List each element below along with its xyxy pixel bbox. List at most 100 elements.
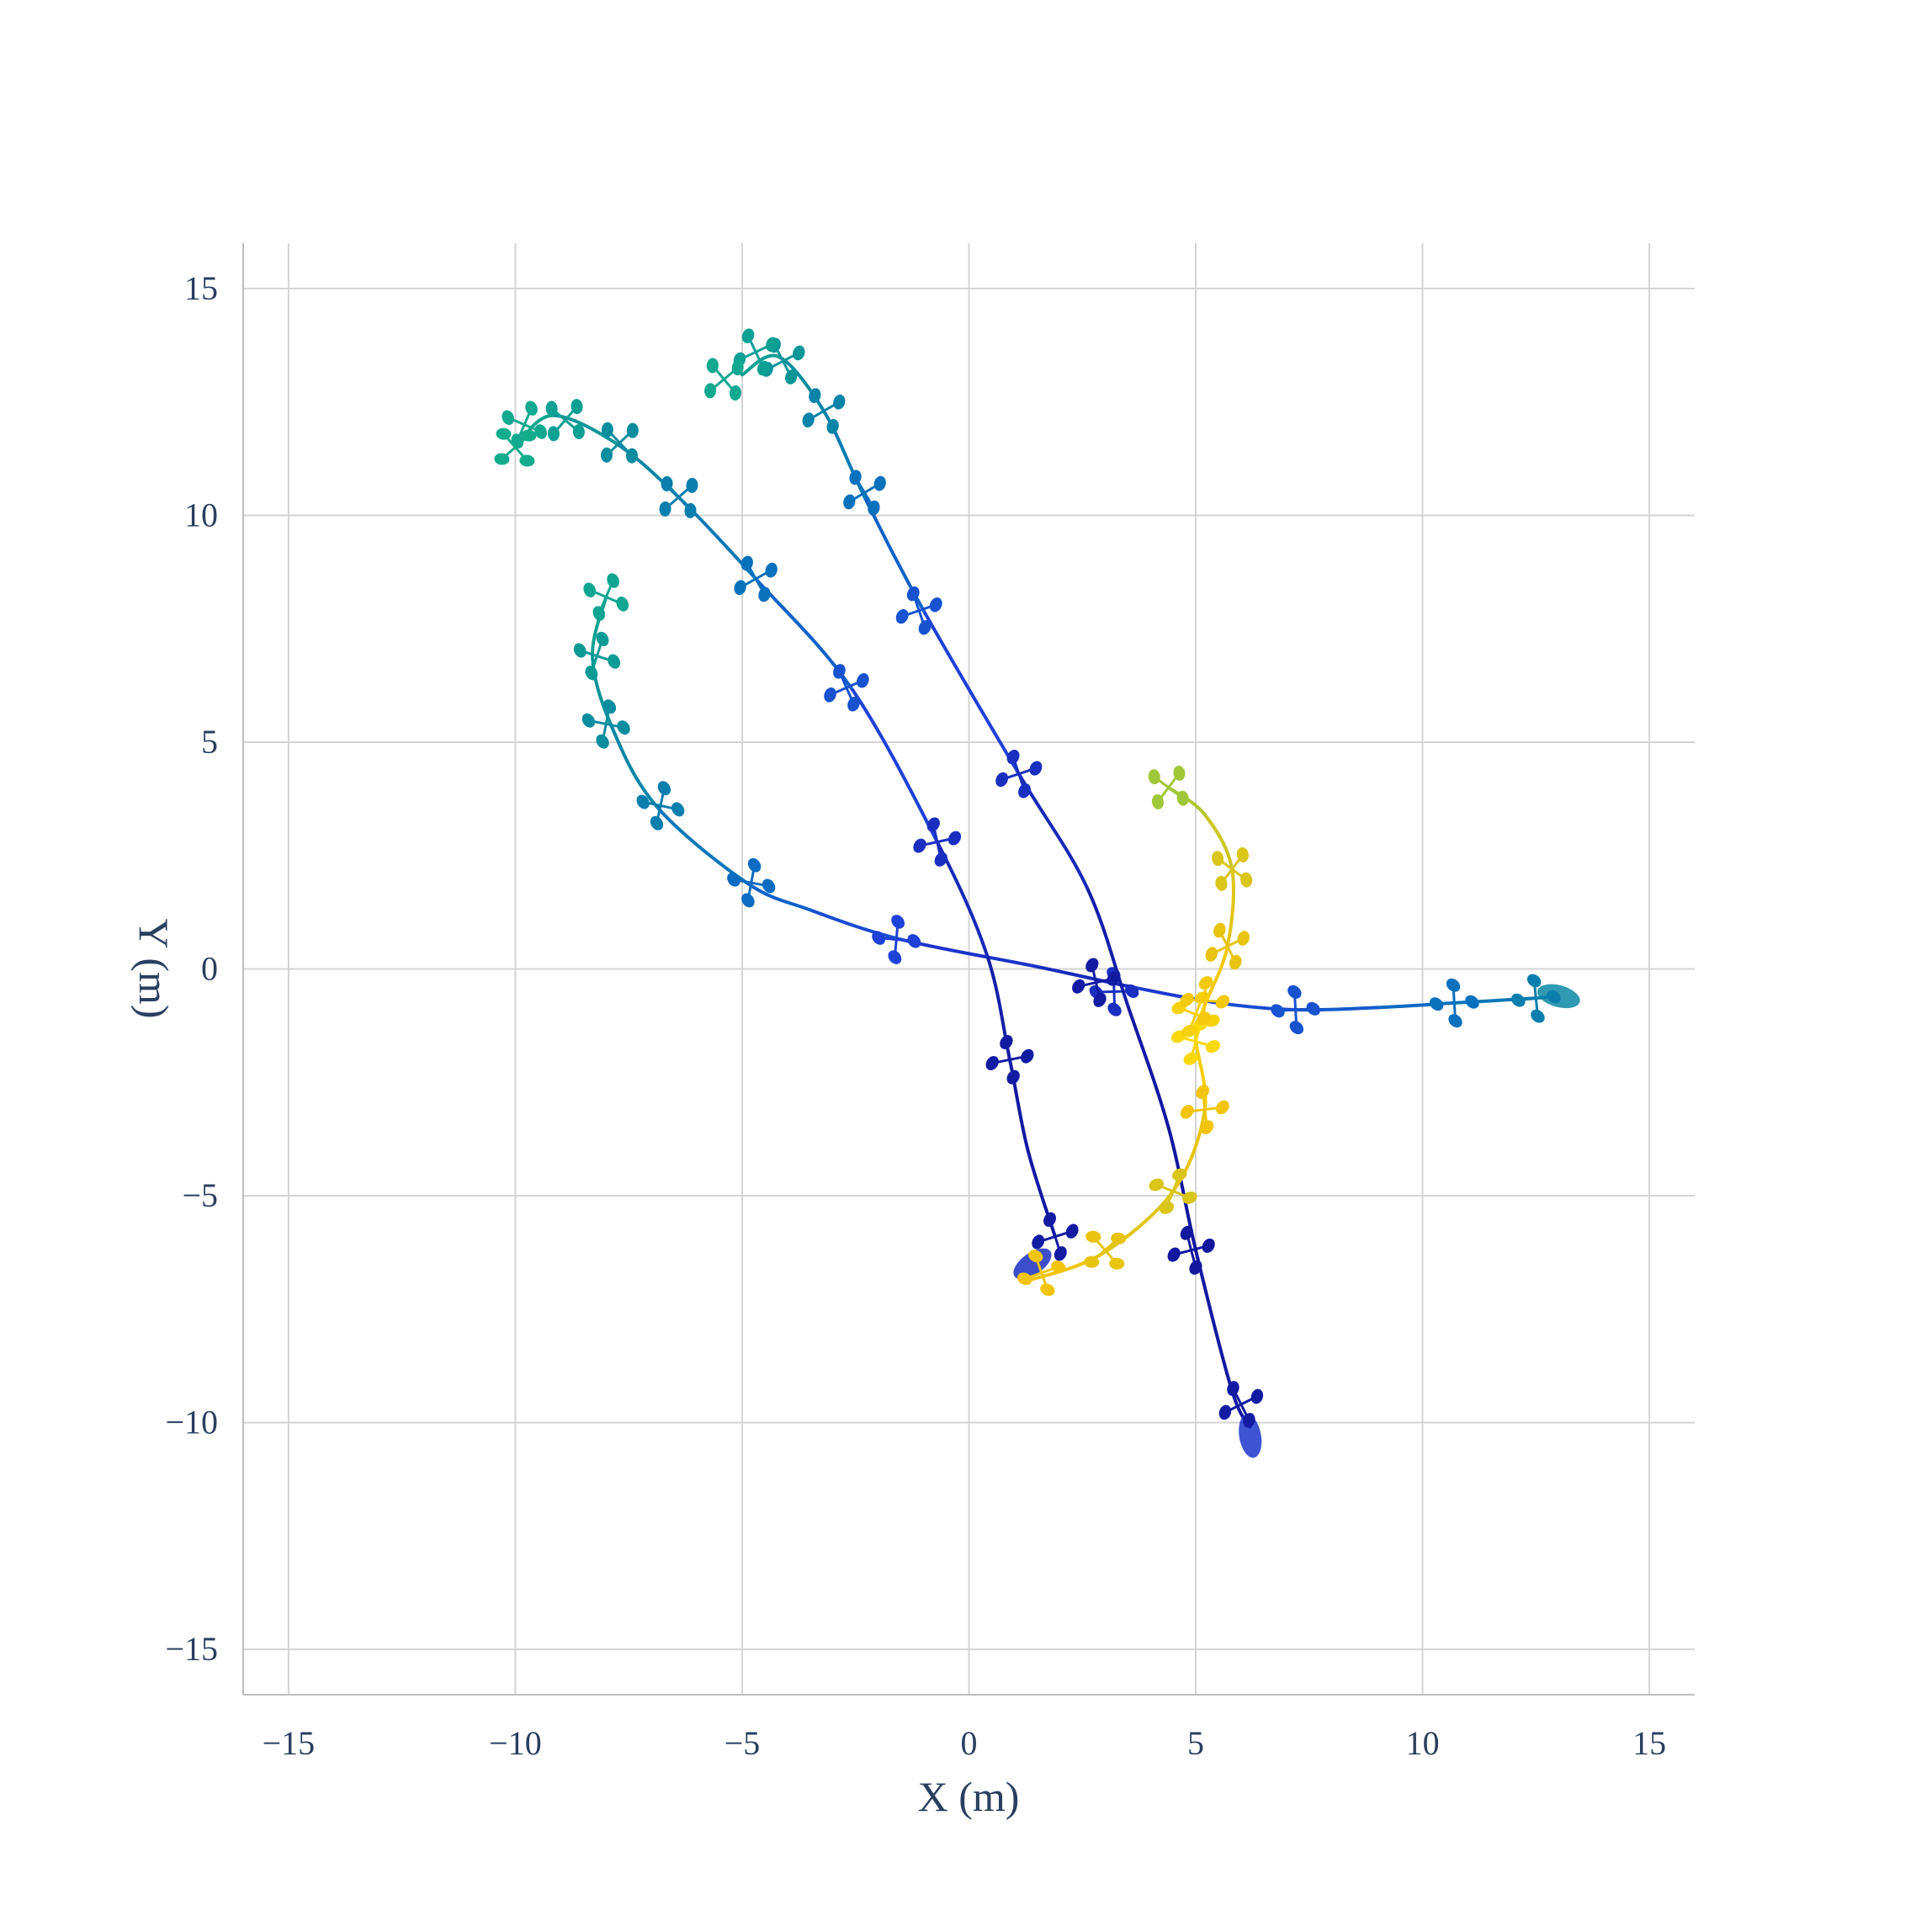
drone-rotor <box>601 422 613 438</box>
trajectory-line-segment <box>1166 1126 1198 1252</box>
drone-arm <box>746 563 766 594</box>
drone-rotor <box>1180 1104 1194 1119</box>
drone-rotor <box>833 664 846 679</box>
y-tick-label: 5 <box>201 723 218 761</box>
drone-marker <box>734 555 778 602</box>
drone-arm <box>1165 1175 1181 1208</box>
drone-rotor <box>766 337 778 353</box>
trajectory-line-segment <box>745 881 812 912</box>
drone-arm <box>1190 1025 1202 1059</box>
drone-rotor <box>1171 1030 1186 1043</box>
drone-rotor <box>1054 1246 1067 1261</box>
trajectory-line-segment <box>1225 867 1235 948</box>
drone-rotor <box>704 383 717 399</box>
drone-rotor <box>659 501 671 517</box>
drone-rotor <box>741 328 755 344</box>
drone-arm <box>932 825 942 859</box>
drone-rotor <box>1196 1085 1209 1099</box>
drone-rotor <box>1085 1230 1101 1243</box>
drone-marker <box>913 817 962 867</box>
drone-rotor <box>1240 872 1253 888</box>
drone-arm <box>1005 1043 1015 1077</box>
drone-arm <box>774 345 792 377</box>
drone-marker <box>636 781 685 831</box>
drone-rotor <box>740 555 753 571</box>
drone-rotor <box>1176 790 1189 806</box>
drone-marker <box>581 699 630 749</box>
drone-rotor <box>1111 1232 1127 1245</box>
drone-rotor <box>1448 1014 1462 1028</box>
drone-rotor <box>826 418 839 434</box>
drone-rotor <box>1227 1381 1239 1396</box>
drone-rotor <box>765 562 778 578</box>
drone-marker <box>1271 985 1320 1035</box>
drone-marker <box>985 1035 1034 1085</box>
drone-rotor <box>636 794 650 809</box>
drone-rotor <box>1006 749 1020 765</box>
drone-rotor <box>1072 979 1085 994</box>
drone-arm <box>666 483 691 511</box>
y-tick-label: −15 <box>165 1630 218 1668</box>
drone-rotor <box>1198 976 1213 990</box>
drone-rotor <box>873 475 886 491</box>
drone-rotor <box>793 345 805 361</box>
drone-rotor <box>985 1056 999 1070</box>
drone-rotor <box>918 620 932 635</box>
drone-rotor <box>1093 992 1107 1007</box>
drone-rotor <box>1180 1225 1193 1240</box>
y-axis-title: Y (m) <box>130 919 178 1019</box>
drone-rotor <box>573 643 586 658</box>
drone-rotor <box>583 582 597 597</box>
drone-rotor <box>607 573 619 588</box>
drone-marker <box>704 358 744 401</box>
axes <box>242 243 1695 1696</box>
drone-rotor <box>502 410 515 426</box>
drone-rotor <box>824 687 836 703</box>
drone-rotor <box>671 802 685 817</box>
drone-rotor <box>1243 1413 1255 1428</box>
drone-arm <box>590 589 623 605</box>
drone-rotor <box>596 631 609 646</box>
drone-rotor <box>907 934 921 948</box>
drone-marker <box>659 475 698 518</box>
drone-arm <box>855 477 874 508</box>
drone-rotor <box>849 470 862 486</box>
drone-rotor <box>895 608 909 624</box>
drone-rotor <box>1289 1021 1304 1035</box>
drone-rotor <box>657 781 671 796</box>
drone-rotor <box>1446 978 1461 992</box>
drone-marker <box>1084 1230 1127 1270</box>
drone-rotor <box>1183 1052 1198 1065</box>
trajectory-trace <box>494 399 1079 1280</box>
drone-rotor <box>1085 958 1099 973</box>
drone-rotor <box>494 453 510 465</box>
drone-rotor <box>1000 1035 1013 1049</box>
drone-rotor <box>686 477 698 493</box>
drone-rotor <box>1205 1040 1220 1054</box>
trajectory-trace <box>573 573 1580 1035</box>
drone-rotor <box>625 448 638 464</box>
x-axis-title: X (m) <box>918 1773 1020 1820</box>
drone-rotor <box>1213 922 1226 938</box>
drone-arm <box>581 650 613 663</box>
drone-rotor <box>868 500 880 516</box>
y-tick-label: −5 <box>182 1176 218 1214</box>
drone-rotor <box>545 401 558 417</box>
drone-rotor <box>1287 985 1302 999</box>
drone-rotor <box>1236 847 1249 862</box>
drone-rotor <box>847 696 860 712</box>
drone-rotor <box>1017 1272 1032 1286</box>
drone-rotor <box>581 713 596 728</box>
drone-rotor <box>1429 997 1444 1011</box>
drone-rotor <box>602 699 617 714</box>
grid <box>243 243 1695 1695</box>
drone-arm <box>1048 1220 1062 1253</box>
drone-marker <box>995 749 1043 799</box>
drone-marker <box>1171 1017 1220 1065</box>
drone-rotor <box>1107 971 1120 986</box>
drone-rotor <box>1172 1168 1187 1181</box>
drone-rotor <box>650 815 664 831</box>
drone-marker <box>1149 1168 1197 1214</box>
